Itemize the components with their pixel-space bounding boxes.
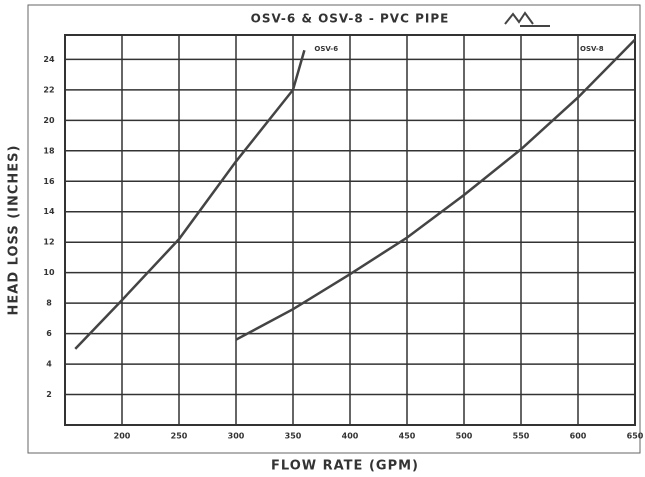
x-tick-label: 600 — [570, 432, 587, 441]
series-label: OSV-8 — [580, 45, 604, 53]
y-tick-label: 20 — [43, 116, 55, 125]
x-tick-label: 400 — [342, 432, 359, 441]
x-tick-label: 350 — [285, 432, 302, 441]
y-tick-label: 10 — [43, 268, 55, 277]
logo — [504, 11, 550, 27]
y-tick-label: 6 — [46, 329, 52, 338]
x-tick-label: 650 — [627, 432, 644, 441]
y-tick-label: 18 — [43, 146, 55, 155]
y-tick-label: 8 — [46, 299, 52, 308]
x-tick-label: 500 — [456, 432, 473, 441]
x-tick-label: 550 — [513, 432, 530, 441]
x-axis-label: FLOW RATE (GPM) — [271, 459, 419, 474]
y-tick-label: 16 — [43, 177, 55, 186]
y-tick-label: 2 — [46, 390, 52, 399]
series-line — [235, 38, 636, 341]
x-tick-label: 250 — [171, 432, 188, 441]
x-tick-label: 450 — [399, 432, 416, 441]
y-tick-label: 22 — [43, 85, 54, 94]
y-tick-label: 4 — [46, 360, 52, 369]
y-tick-label: 12 — [43, 238, 54, 247]
chart-title: OSV-6 & OSV-8 - PVC PIPE — [251, 12, 450, 26]
series-line — [74, 49, 306, 350]
y-tick-label: 14 — [43, 207, 55, 216]
y-axis-label: HEAD LOSS (INCHES) — [7, 145, 22, 316]
y-tick-label: 24 — [43, 55, 55, 64]
x-tick-label: 300 — [228, 432, 245, 441]
x-tick-label: 200 — [114, 432, 131, 441]
frame — [27, 4, 641, 454]
series-label: OSV-6 — [314, 45, 338, 53]
